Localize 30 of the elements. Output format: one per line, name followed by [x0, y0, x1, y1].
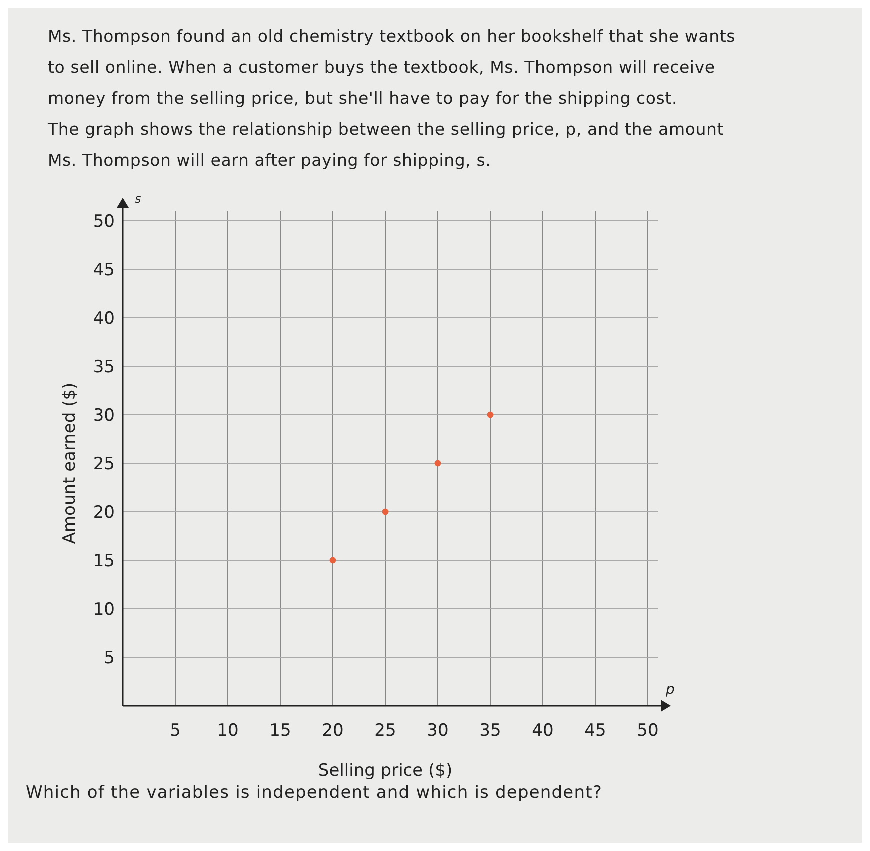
x-axis-title: Selling price ($) [318, 761, 453, 781]
y-tick-label: 25 [93, 454, 115, 474]
y-tick-label: 50 [93, 212, 115, 232]
x-tick-label: 40 [532, 721, 554, 741]
x-tick-label: 25 [374, 721, 396, 741]
y-tick-label: 20 [93, 503, 115, 523]
x-tick-label: 10 [217, 721, 239, 741]
y-tick-label: 35 [93, 358, 115, 378]
x-tick-label: 30 [427, 721, 449, 741]
x-tick-label: 15 [270, 721, 292, 741]
x-tick-label: 35 [480, 721, 502, 741]
text: Which of the variables is independent and which is dependent? [26, 783, 602, 803]
y-tick-label: 30 [93, 406, 115, 426]
point [487, 412, 494, 418]
x-tick-label: 45 [584, 721, 606, 741]
y-tick-label: 45 [93, 260, 115, 280]
y-tick-label: 15 [93, 552, 115, 572]
text: p [665, 682, 675, 698]
x-tick-label: 5 [170, 721, 181, 741]
y-tick-label: 40 [93, 309, 115, 329]
x-tick-label: 50 [637, 721, 659, 741]
point [330, 557, 336, 564]
y-tick-label: 10 [93, 600, 115, 620]
text: s [135, 192, 142, 206]
y-axis-title: Amount earned ($) [60, 382, 80, 544]
x-tick-label: 20 [322, 721, 344, 741]
y-tick-label: 5 [104, 648, 115, 668]
chart-title: Ms. Thompson found an old chemistry textbook on her bookshelf that she wants to sell online. When a customer buys the textbook, Ms. Thompson will receive money from the selling price, but she'll have to pay for the shipping cost. The graph shows the relationship between the selling price, p, and the amount Ms. Thompson will earn after paying for shipping, s. [47, 27, 736, 170]
point [382, 508, 389, 516]
point [434, 460, 442, 467]
